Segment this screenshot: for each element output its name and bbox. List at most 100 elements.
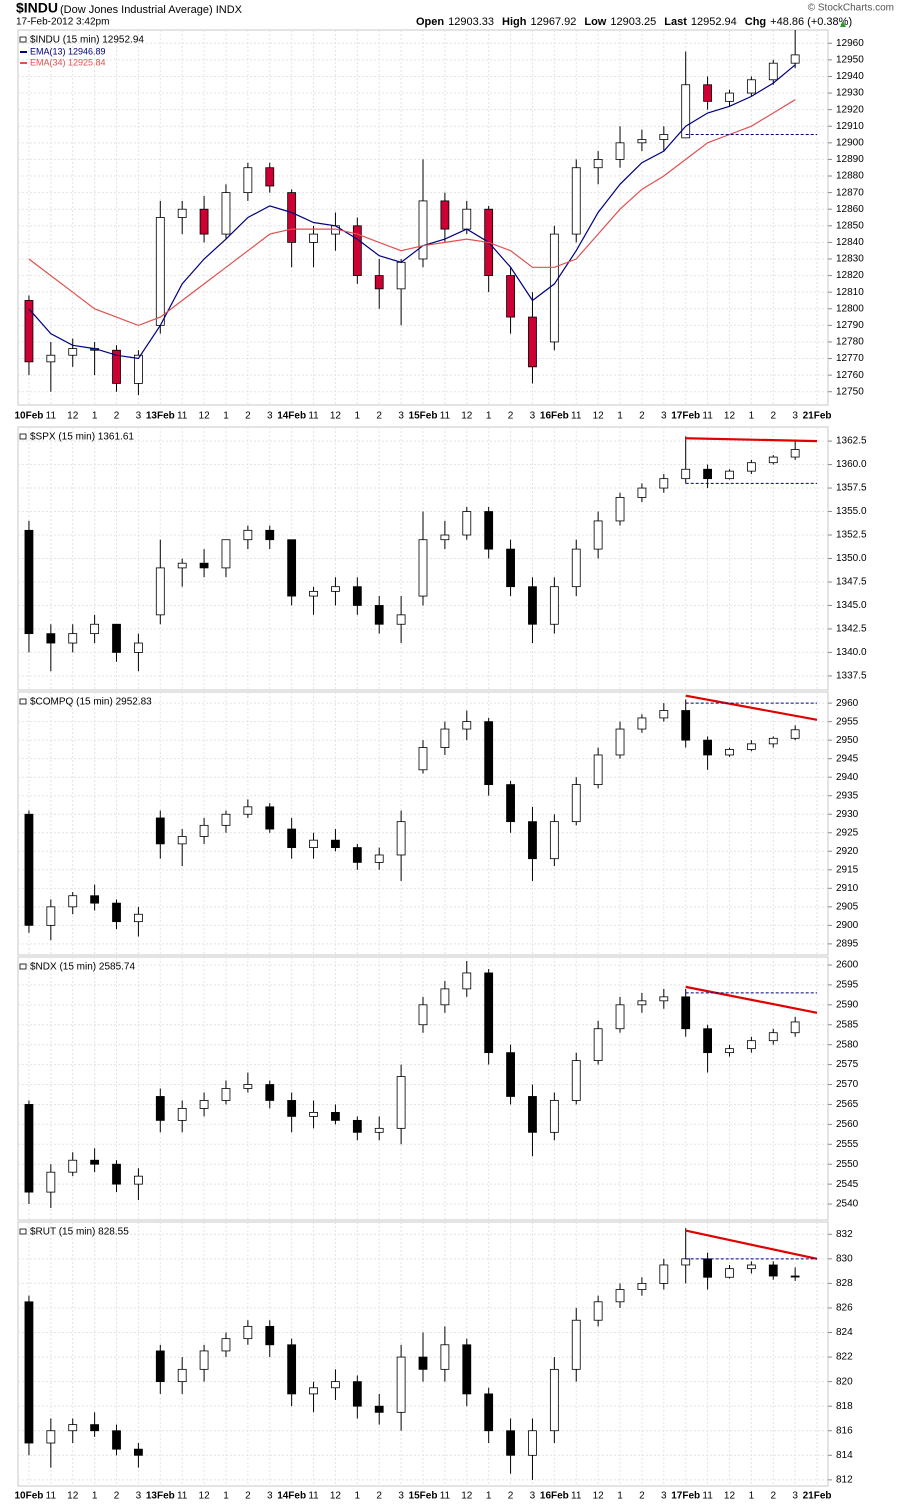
y-tick-label: 2565 — [836, 1099, 859, 1110]
candle-body — [528, 1430, 537, 1456]
y-tick-label: 822 — [836, 1352, 853, 1363]
candle-body — [506, 1430, 515, 1456]
ema-line — [28, 99, 796, 327]
candle-body — [199, 1100, 209, 1109]
x-tick-label: 17Feb — [671, 1491, 700, 1502]
candle-body — [134, 354, 143, 384]
candle-body — [593, 754, 603, 786]
candle-body — [528, 1096, 537, 1133]
candle-body — [24, 1104, 34, 1193]
candle-body — [177, 562, 187, 569]
candle-body — [571, 1319, 581, 1370]
x-tick-label: 3 — [398, 411, 404, 422]
annotation-line — [685, 437, 818, 443]
y-tick-label: 826 — [836, 1303, 853, 1314]
y-tick-label: 818 — [836, 1401, 853, 1412]
x-tick-label: 2 — [639, 1491, 645, 1502]
candle-body — [506, 548, 515, 588]
y-tick-label: 2545 — [836, 1179, 859, 1190]
candle-body — [418, 539, 428, 597]
candle-body — [68, 1424, 78, 1432]
x-tick-label: 12 — [724, 1491, 736, 1502]
x-tick-label: 1 — [486, 1491, 492, 1502]
timestamp: 17-Feb-2012 3:42pm — [16, 17, 109, 28]
panel-title: $INDU (15 min) 12952.94 — [30, 35, 144, 46]
candle-body — [484, 972, 494, 1054]
y-tick-label: 2950 — [836, 735, 859, 746]
y-tick-label: 12900 — [836, 137, 864, 148]
y-tick-label: 2555 — [836, 1139, 859, 1150]
candle-body — [659, 134, 669, 140]
candle-body — [462, 721, 472, 730]
x-tick-label: 11 — [46, 411, 57, 422]
y-tick-label: 12830 — [836, 254, 864, 265]
candle-body — [637, 717, 647, 730]
candle-body — [571, 548, 581, 588]
y-tick-label: 2925 — [836, 827, 859, 838]
candle-body — [659, 996, 669, 1002]
quote-label: Chg — [745, 16, 766, 28]
x-tick-label: 11 — [702, 411, 713, 422]
candle-body — [440, 988, 450, 1006]
candle-body — [90, 1159, 100, 1165]
x-tick-label: 2 — [770, 411, 776, 422]
candle-body — [506, 1052, 515, 1097]
candle-body — [703, 1028, 712, 1054]
candle-body — [440, 1344, 450, 1370]
candle-body — [112, 902, 121, 923]
candle-body — [549, 586, 559, 625]
x-tick-label: 11 — [440, 1491, 451, 1502]
candle-body — [703, 1258, 712, 1278]
y-tick-label: 12880 — [836, 171, 864, 182]
symbol-name: (Dow Jones Industrial Average) INDX — [60, 4, 243, 16]
y-tick-label: 1342.5 — [836, 624, 867, 635]
candle-body — [396, 1076, 406, 1129]
candle-body — [243, 1325, 253, 1340]
panel-title: $COMPQ (15 min) 2952.83 — [30, 697, 152, 708]
candle-body — [68, 348, 78, 356]
candle-body — [768, 62, 778, 81]
x-tick-label: 11 — [571, 1491, 582, 1502]
y-tick-label: 12780 — [836, 337, 864, 348]
title-icon — [19, 1228, 27, 1235]
candle-body — [549, 821, 559, 860]
x-tick-label: 13Feb — [146, 1491, 175, 1502]
candle-body — [243, 167, 253, 194]
x-tick-label: 3 — [661, 411, 667, 422]
y-tick-label: 2600 — [836, 960, 859, 971]
candle-body — [615, 142, 625, 160]
x-tick-label: 3 — [530, 411, 536, 422]
x-tick-label: 16Feb — [540, 1491, 569, 1502]
quote-value: 12903.33 — [448, 16, 494, 28]
candle-body — [681, 710, 691, 741]
candle-body — [484, 1393, 494, 1432]
candle-body — [265, 1084, 275, 1101]
symbol: $INDU — [16, 0, 58, 16]
y-tick-label: 12860 — [836, 204, 864, 215]
candle-body — [46, 633, 56, 644]
candle-body — [331, 839, 340, 848]
candle-body — [155, 567, 165, 616]
candle-body — [24, 529, 34, 635]
candle-body — [374, 605, 384, 625]
y-tick-label: 828 — [836, 1278, 853, 1289]
candle-body — [24, 1301, 34, 1444]
candle-body — [221, 1088, 231, 1101]
candle-body — [177, 1108, 187, 1121]
candle-body — [725, 470, 734, 480]
x-tick-label: 13Feb — [146, 411, 175, 422]
quote-value: 12903.25 — [610, 16, 656, 28]
candle-body — [746, 1264, 756, 1270]
x-tick-label: 10Feb — [14, 411, 43, 422]
x-tick-label: 12 — [199, 1491, 211, 1502]
candle-body — [352, 586, 362, 606]
candle-body — [374, 1405, 384, 1413]
candle-body — [746, 79, 756, 94]
candle-body — [243, 806, 253, 815]
candle-body — [571, 784, 581, 823]
y-tick-label: 2575 — [836, 1059, 859, 1070]
candle-body — [112, 1430, 121, 1450]
candle-body — [637, 1282, 647, 1290]
legend-entry: EMA(13) 12946.89 — [30, 46, 106, 56]
candle-body — [571, 1060, 581, 1101]
